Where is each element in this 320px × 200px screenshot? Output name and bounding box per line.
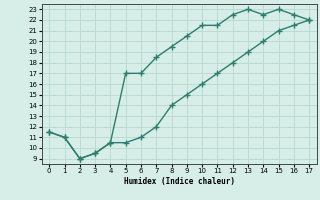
X-axis label: Humidex (Indice chaleur): Humidex (Indice chaleur) <box>124 177 235 186</box>
